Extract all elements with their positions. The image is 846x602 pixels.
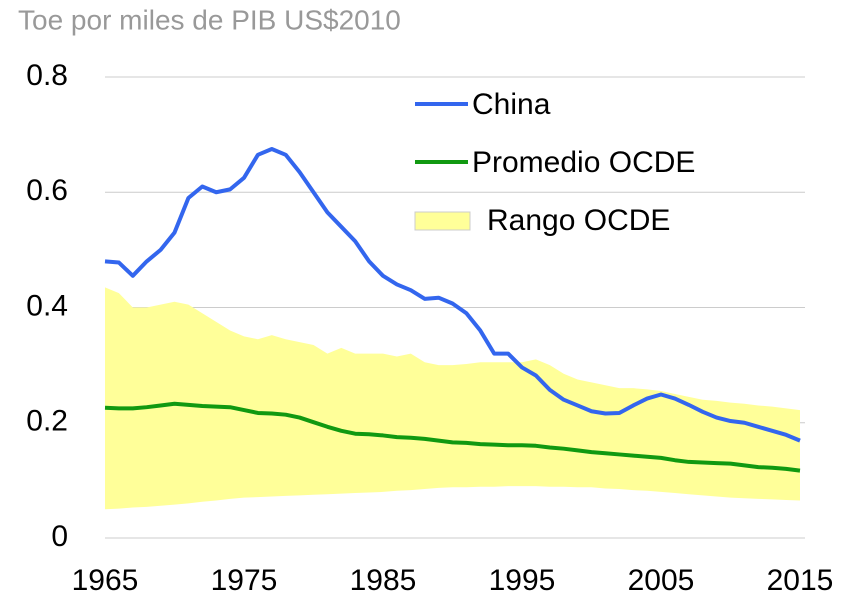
legend-label: Rango OCDE: [487, 204, 670, 237]
x-tick-label: 1995: [489, 564, 556, 597]
y-tick-label: 0.4: [26, 289, 68, 322]
line: [104, 147, 801, 443]
x-tick-label: 2005: [628, 564, 695, 597]
x-tick-label: 1985: [350, 564, 417, 597]
y-tick-label: 0.6: [26, 174, 68, 207]
chart-title: Toe por miles de PIB US$2010: [18, 4, 401, 35]
y-tick-label: 0: [51, 520, 68, 553]
x-tick-label: 1965: [72, 564, 139, 597]
x-tick-label: 1975: [211, 564, 278, 597]
legend-label: Promedio OCDE: [472, 146, 695, 179]
y-tick-label: 0.2: [26, 405, 68, 438]
legend-swatch: [414, 211, 471, 231]
x-tick-label: 2015: [767, 564, 834, 597]
range-band: [105, 287, 800, 510]
legend-label: China: [472, 88, 551, 121]
y-tick-label: 0.8: [26, 59, 68, 92]
line: [104, 401, 801, 473]
